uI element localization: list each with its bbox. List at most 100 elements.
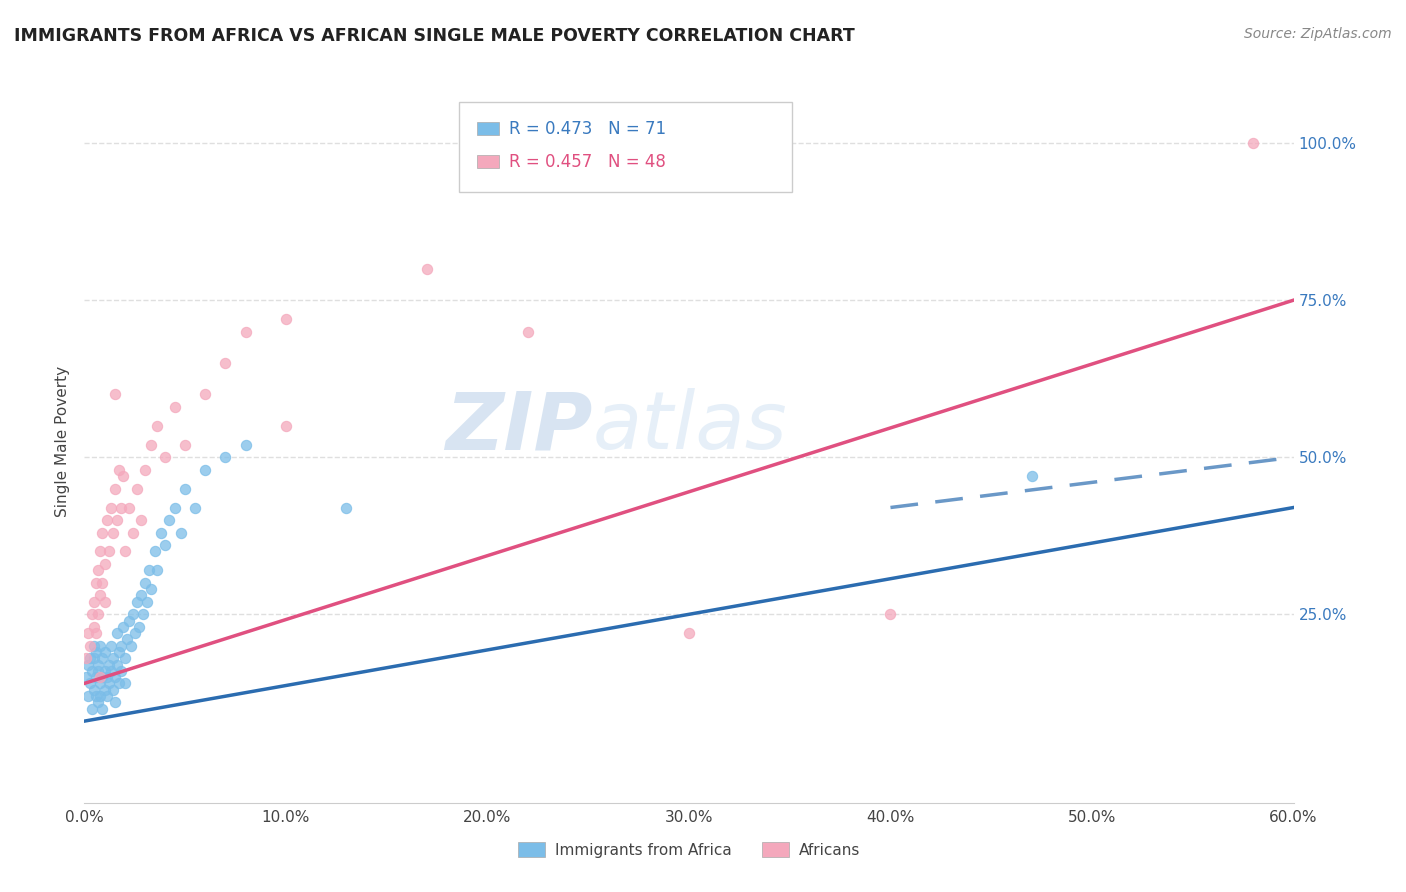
Point xyxy=(87,657,110,672)
Point xyxy=(274,418,297,433)
Point xyxy=(79,639,101,653)
Point xyxy=(96,513,118,527)
Point xyxy=(93,595,115,609)
Point xyxy=(1021,469,1043,483)
Point xyxy=(146,418,169,433)
Point xyxy=(82,664,104,678)
Point xyxy=(82,607,104,622)
Text: R = 0.457   N = 48: R = 0.457 N = 48 xyxy=(509,153,665,171)
Point xyxy=(128,620,150,634)
Point xyxy=(114,676,136,690)
Point xyxy=(75,670,97,684)
FancyBboxPatch shape xyxy=(478,122,499,136)
Point xyxy=(138,563,160,577)
Point xyxy=(91,651,114,665)
Point xyxy=(184,500,207,515)
Point xyxy=(134,575,156,590)
Point xyxy=(678,626,700,640)
Point xyxy=(143,544,166,558)
Point xyxy=(107,645,129,659)
Point xyxy=(93,682,115,697)
Point xyxy=(174,482,197,496)
FancyBboxPatch shape xyxy=(460,102,792,193)
Point xyxy=(235,438,257,452)
Point xyxy=(100,639,122,653)
Point xyxy=(111,469,134,483)
Point xyxy=(416,261,439,276)
Point xyxy=(214,450,236,465)
Point xyxy=(110,664,132,678)
Point xyxy=(89,544,111,558)
Point xyxy=(82,701,104,715)
Point xyxy=(91,525,114,540)
Point xyxy=(104,670,127,684)
Point xyxy=(83,682,105,697)
Text: atlas: atlas xyxy=(592,388,787,467)
Point xyxy=(165,400,187,414)
Text: ZIP: ZIP xyxy=(444,388,592,467)
Point xyxy=(194,387,217,401)
Point xyxy=(105,626,128,640)
Point xyxy=(83,595,105,609)
Point xyxy=(135,595,157,609)
Point xyxy=(110,639,132,653)
Point xyxy=(91,670,114,684)
Point xyxy=(97,657,120,672)
Point xyxy=(149,525,172,540)
Point xyxy=(120,639,142,653)
Point xyxy=(110,500,132,515)
Point xyxy=(100,500,122,515)
Point xyxy=(87,607,110,622)
Text: IMMIGRANTS FROM AFRICA VS AFRICAN SINGLE MALE POVERTY CORRELATION CHART: IMMIGRANTS FROM AFRICA VS AFRICAN SINGLE… xyxy=(14,27,855,45)
Point xyxy=(170,525,193,540)
Point xyxy=(97,544,120,558)
Text: R = 0.473   N = 71: R = 0.473 N = 71 xyxy=(509,120,666,137)
Point xyxy=(93,557,115,571)
Point xyxy=(77,626,100,640)
Point xyxy=(235,325,257,339)
Point xyxy=(121,607,143,622)
Point xyxy=(79,676,101,690)
Point xyxy=(114,544,136,558)
Text: Source: ZipAtlas.com: Source: ZipAtlas.com xyxy=(1244,27,1392,41)
Point xyxy=(91,701,114,715)
Point xyxy=(83,639,105,653)
Legend: Immigrants from Africa, Africans: Immigrants from Africa, Africans xyxy=(512,836,866,863)
Point xyxy=(111,620,134,634)
Point xyxy=(104,482,127,496)
Point xyxy=(101,682,124,697)
Point xyxy=(89,689,111,703)
Point xyxy=(83,651,105,665)
Point xyxy=(77,689,100,703)
Point xyxy=(165,500,187,515)
Point xyxy=(1241,136,1264,150)
Point xyxy=(86,645,108,659)
Point xyxy=(118,614,141,628)
Point xyxy=(139,438,162,452)
Point xyxy=(274,312,297,326)
Point xyxy=(89,589,111,603)
Point xyxy=(105,513,128,527)
Point xyxy=(125,595,148,609)
Point xyxy=(129,589,152,603)
Point xyxy=(118,500,141,515)
Point xyxy=(101,651,124,665)
Point xyxy=(86,626,108,640)
FancyBboxPatch shape xyxy=(478,155,499,169)
Point xyxy=(87,664,110,678)
Point xyxy=(115,632,138,647)
Point xyxy=(97,676,120,690)
Point xyxy=(87,695,110,709)
Point xyxy=(516,325,538,339)
Point xyxy=(153,538,176,552)
Point xyxy=(89,639,111,653)
Point xyxy=(87,563,110,577)
Point xyxy=(146,563,169,577)
Point xyxy=(129,513,152,527)
Point xyxy=(335,500,357,515)
Point xyxy=(83,620,105,634)
Point xyxy=(124,626,146,640)
Point xyxy=(107,676,129,690)
Point xyxy=(91,575,114,590)
Point xyxy=(89,676,111,690)
